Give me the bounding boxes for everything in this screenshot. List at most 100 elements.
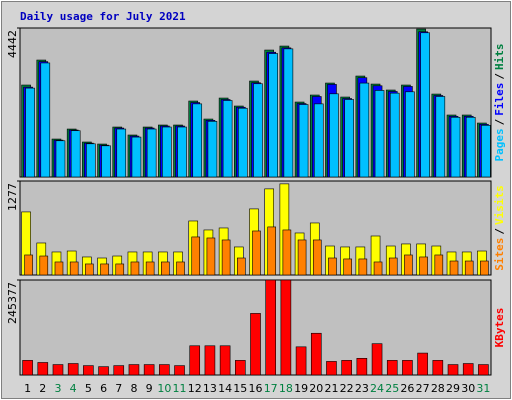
bar xyxy=(219,345,231,376)
bar xyxy=(146,128,157,178)
bar xyxy=(481,125,491,178)
bar xyxy=(297,239,307,276)
bar xyxy=(343,258,352,276)
bar xyxy=(447,364,459,376)
bar xyxy=(329,93,339,178)
bar xyxy=(177,126,187,178)
bar xyxy=(25,87,35,178)
bar xyxy=(341,360,352,376)
bar xyxy=(450,116,461,178)
bar xyxy=(371,343,383,376)
bar xyxy=(417,352,428,376)
x-tick-label: 8 xyxy=(130,382,137,395)
bar xyxy=(250,313,261,376)
bar xyxy=(174,365,185,376)
bar xyxy=(435,96,446,178)
bar xyxy=(404,254,413,276)
bar xyxy=(462,363,474,376)
legend-entry: Pages xyxy=(493,128,506,161)
bar xyxy=(328,257,337,276)
bar xyxy=(388,257,398,276)
legend-separator: / xyxy=(493,228,506,235)
bar xyxy=(405,91,415,178)
x-tick-label: 3 xyxy=(54,382,61,395)
x-tick-label: 21 xyxy=(324,382,338,395)
x-tick-label: 17 xyxy=(264,382,278,395)
bar xyxy=(464,260,474,276)
bar xyxy=(326,361,337,376)
x-tick-label: 15 xyxy=(233,382,247,395)
bar xyxy=(24,254,33,276)
bar xyxy=(162,126,172,178)
bar xyxy=(55,140,66,178)
bar xyxy=(419,256,428,276)
x-tick-label: 7 xyxy=(115,382,122,395)
x-tick-label: 2 xyxy=(39,382,46,395)
x-tick-label: 12 xyxy=(188,382,202,395)
bar xyxy=(130,261,140,276)
y-tick-label: 245377 xyxy=(6,282,19,324)
bar xyxy=(359,82,370,178)
legend: Pages / Files / Hits xyxy=(493,44,506,162)
bar xyxy=(283,48,294,178)
bar xyxy=(434,254,444,276)
bar xyxy=(37,362,49,376)
y-tick-label: 1277 xyxy=(6,183,19,211)
bar xyxy=(298,104,309,178)
chart-title: Daily usage for July 2021 xyxy=(20,10,186,23)
x-tick-label: 4 xyxy=(70,382,77,395)
bar xyxy=(432,360,444,376)
bar xyxy=(221,239,231,276)
bar xyxy=(189,345,201,376)
bar xyxy=(253,83,263,178)
bar xyxy=(86,143,96,178)
bar xyxy=(22,360,33,376)
bar xyxy=(67,363,79,376)
bar xyxy=(374,90,385,178)
bar xyxy=(465,116,476,178)
legend-entry: Visits xyxy=(493,185,506,225)
bar xyxy=(113,365,125,376)
bar xyxy=(159,364,170,376)
x-tick-label: 16 xyxy=(249,382,263,395)
bar xyxy=(40,62,51,178)
bar xyxy=(161,261,170,276)
bar xyxy=(389,92,400,178)
x-tick-label: 19 xyxy=(294,382,308,395)
bar xyxy=(267,226,276,276)
bar xyxy=(206,237,216,276)
legend-entry: Hits xyxy=(493,44,506,71)
x-tick-label: 22 xyxy=(340,382,354,395)
x-tick-label: 5 xyxy=(85,382,92,395)
bar xyxy=(52,364,64,376)
x-tick-label: 30 xyxy=(461,382,475,395)
bar xyxy=(386,360,398,376)
x-tick-label: 1 xyxy=(24,382,31,395)
x-tick-label: 11 xyxy=(173,382,187,395)
legend-separator: / xyxy=(493,118,506,125)
x-tick-label: 27 xyxy=(416,382,430,395)
x-tick-label: 26 xyxy=(400,382,414,395)
bar xyxy=(145,261,155,276)
legend: KBytes xyxy=(493,308,506,348)
x-tick-label: 25 xyxy=(385,382,399,395)
bar xyxy=(344,99,354,178)
bar xyxy=(237,257,246,276)
bar xyxy=(295,346,307,376)
bar xyxy=(358,258,368,276)
legend: Sites / Visits xyxy=(493,185,506,271)
bar xyxy=(222,100,233,178)
bar xyxy=(98,366,109,376)
x-tick-label: 24 xyxy=(370,382,384,395)
bar xyxy=(312,239,322,276)
bar xyxy=(280,279,292,376)
x-tick-label: 18 xyxy=(279,382,293,395)
bar xyxy=(420,32,430,178)
legend-separator: / xyxy=(493,73,506,80)
bar xyxy=(192,103,203,178)
x-tick-label: 29 xyxy=(446,382,460,395)
bar xyxy=(115,263,125,276)
bar xyxy=(54,261,64,276)
